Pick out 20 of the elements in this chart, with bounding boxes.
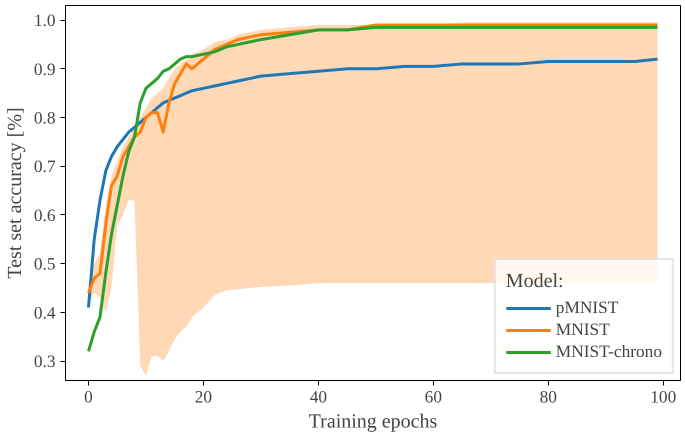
- y-axis-title: Test set accuracy [%]: [4, 107, 26, 279]
- x-tick-label: 100: [650, 388, 676, 406]
- x-tick-label: 60: [424, 388, 442, 406]
- y-tick-label: 0.9: [34, 60, 56, 79]
- y-tick-label: 0.6: [34, 206, 56, 225]
- legend-title: Model:: [506, 270, 565, 293]
- x-tick-label: 80: [540, 388, 557, 406]
- x-tick-label: 40: [310, 388, 328, 406]
- y-tick-label: 1.0: [34, 11, 56, 30]
- x-axis-title: Training epochs: [308, 410, 438, 432]
- y-tick-label: 0.7: [34, 157, 56, 176]
- legend-label: pMNIST: [556, 298, 618, 318]
- y-tick-label: 0.5: [34, 254, 56, 274]
- y-tick-label: 0.8: [34, 108, 56, 128]
- y-tick-label: 0.4: [34, 303, 56, 322]
- y-tick-label: 0.3: [34, 352, 56, 372]
- legend-label: MNIST-chrono: [556, 342, 662, 362]
- x-tick-label: 20: [194, 388, 212, 406]
- legend-label: MNIST: [556, 320, 610, 340]
- x-tick-label: 0: [84, 388, 93, 406]
